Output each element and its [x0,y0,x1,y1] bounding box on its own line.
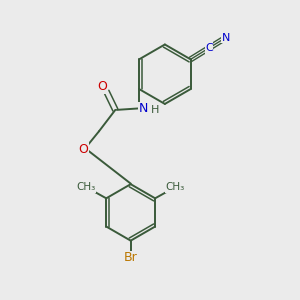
Text: O: O [78,142,88,156]
Text: N: N [139,103,148,116]
Text: O: O [97,80,107,94]
Text: H: H [150,105,159,115]
Text: C: C [205,43,213,53]
Text: CH₃: CH₃ [165,182,185,192]
Text: N: N [222,33,230,43]
Text: CH₃: CH₃ [77,182,96,192]
Text: Br: Br [124,251,138,264]
